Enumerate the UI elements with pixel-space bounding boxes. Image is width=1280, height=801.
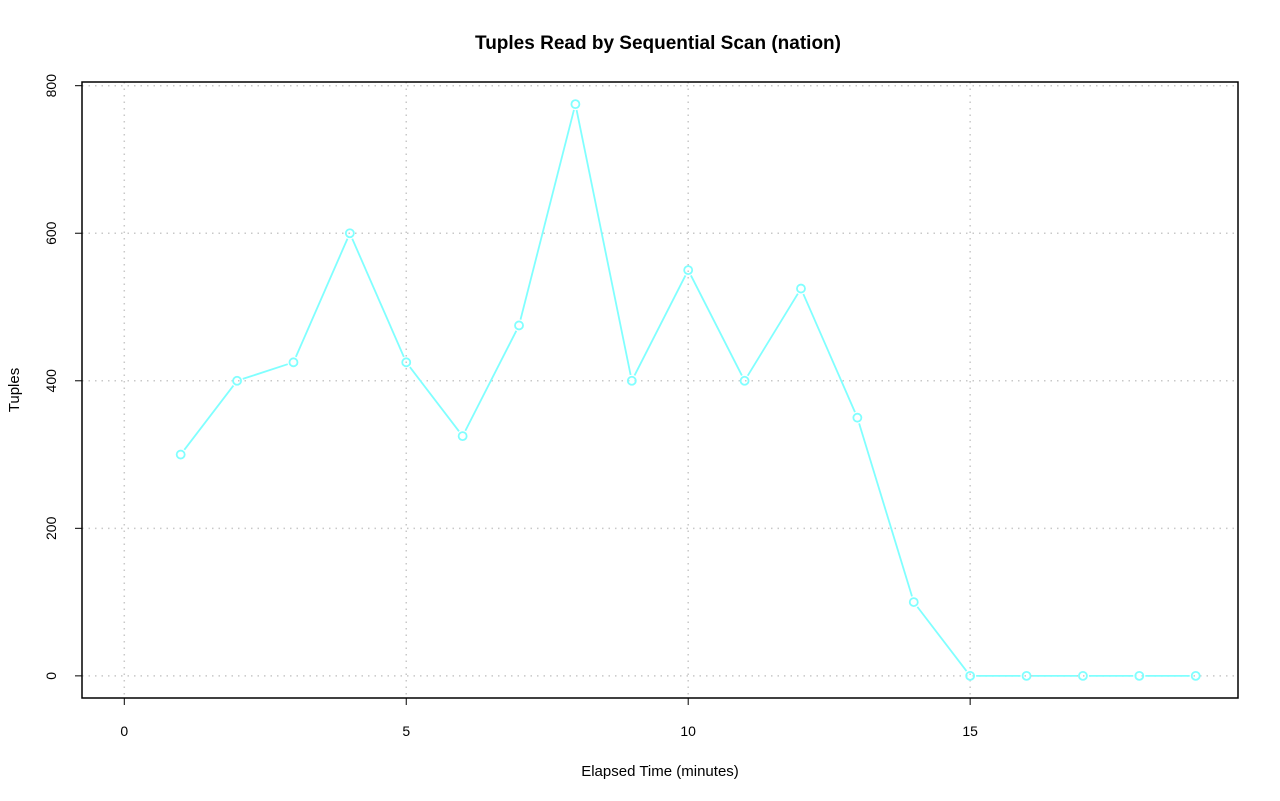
series-line-segment	[409, 366, 460, 432]
y-tick-label: 200	[43, 516, 59, 540]
y-axis: 0 200 400 600 800	[43, 74, 83, 680]
series-line-segment	[633, 275, 687, 376]
series-line-segment	[690, 275, 743, 376]
chart-title: Tuples Read by Sequential Scan (nation)	[475, 33, 841, 54]
series-line-segment	[183, 384, 235, 451]
data-point	[908, 597, 919, 607]
y-tick-label: 600	[43, 221, 59, 245]
data-point	[344, 228, 355, 239]
data-point	[1134, 670, 1145, 681]
data-point	[796, 283, 806, 294]
data-point	[288, 357, 299, 368]
data-point	[570, 99, 581, 110]
series	[175, 99, 1201, 681]
series-line-segment	[575, 109, 632, 376]
series-line-segment	[858, 423, 913, 597]
data-point	[852, 412, 863, 423]
plot-frame	[81, 81, 1239, 699]
series-line-segment	[295, 238, 349, 358]
x-tick-label: 15	[962, 723, 978, 739]
x-axis-label: Elapsed Time (minutes)	[581, 763, 739, 780]
y-tick-label: 800	[43, 74, 59, 98]
data-point	[1190, 670, 1201, 681]
x-tick-label: 10	[680, 723, 696, 739]
series-line-segment	[916, 606, 968, 672]
x-axis: 0 5 10 15	[120, 697, 978, 739]
data-point	[965, 670, 976, 681]
grid	[82, 82, 1238, 698]
data-point	[401, 357, 412, 368]
data-point	[739, 375, 750, 386]
y-tick-label: 400	[43, 369, 59, 393]
series-line-segment	[464, 330, 518, 432]
y-axis-label: Tuples	[6, 368, 23, 412]
x-tick-label: 0	[120, 723, 128, 739]
data-point	[626, 375, 637, 386]
data-point	[514, 320, 524, 331]
data-point	[175, 449, 186, 460]
data-point	[1078, 670, 1088, 681]
series-line-segment	[351, 238, 405, 358]
data-point	[457, 431, 468, 442]
series-line-segment	[802, 293, 856, 413]
series-line-segment	[746, 293, 799, 377]
y-tick-label: 0	[43, 672, 59, 680]
data-point	[232, 375, 242, 386]
data-point	[683, 265, 694, 276]
series-line-segment	[519, 109, 575, 320]
data-point	[1021, 670, 1032, 681]
x-tick-label: 5	[402, 723, 410, 739]
series-line-segment	[242, 363, 289, 380]
